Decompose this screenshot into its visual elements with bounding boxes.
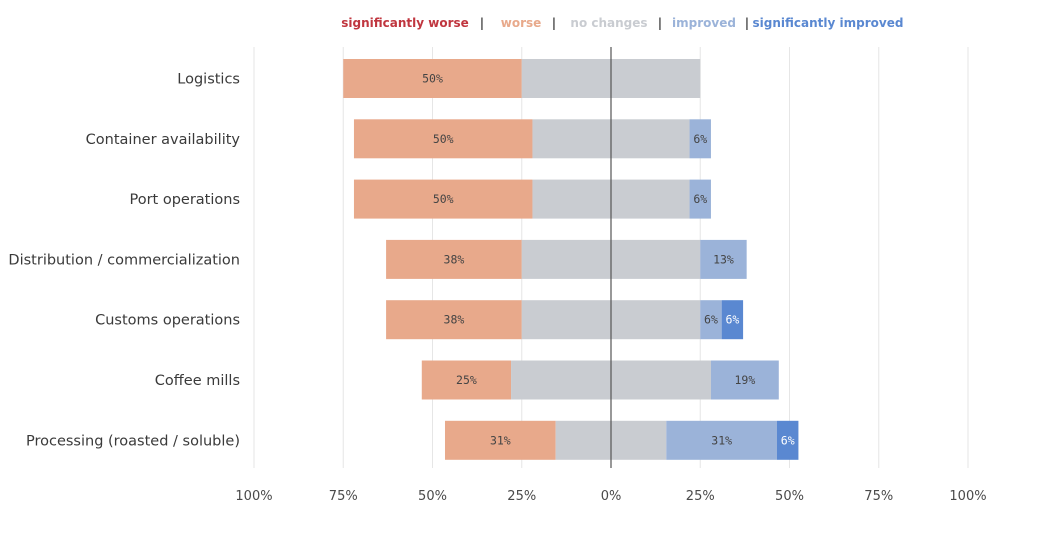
bar-segment-improved xyxy=(700,239,747,279)
x-tick-labels: 100% 75% 50% 25% 0% 25% 50% 75% 100% xyxy=(235,489,986,504)
legend-separator: | xyxy=(480,16,484,30)
data-label: 50% xyxy=(433,132,454,146)
bar-segment-improved xyxy=(710,360,779,400)
x-tick-label: 100% xyxy=(235,489,272,504)
bar-row: 50% 6% xyxy=(353,119,711,159)
legend-separator: | xyxy=(552,16,556,30)
bar-segment-worse xyxy=(386,300,522,340)
x-tick-label: 25% xyxy=(507,489,536,504)
legend-item-significantly-improved: significantly improved xyxy=(753,16,904,30)
data-label: 31% xyxy=(490,433,511,447)
data-label: 19% xyxy=(734,373,755,387)
data-label: 6% xyxy=(781,433,795,447)
category-label: Port operations xyxy=(129,192,240,208)
bar-segment-worse xyxy=(421,360,512,400)
category-label: Coffee mills xyxy=(155,373,240,389)
x-tick-label: 75% xyxy=(864,489,893,504)
legend-item-improved: improved xyxy=(672,16,736,30)
category-label: Distribution / commercialization xyxy=(8,252,240,268)
x-tick-label: 0% xyxy=(601,489,622,504)
category-label: Customs operations xyxy=(95,313,240,329)
chart-bars: 50% 50% 6% 50% 6% 38% 13% 38% 6% 6% 25% 19% 31% 31% 6% xyxy=(343,59,799,460)
legend-item-significantly-worse: significantly worse xyxy=(341,16,469,30)
data-label: 6% xyxy=(693,132,707,146)
data-label: 6% xyxy=(725,313,739,327)
bar-row: 25% 19% xyxy=(421,360,779,400)
category-label: Container availability xyxy=(86,132,241,148)
legend-separator: | xyxy=(658,16,662,30)
category-label: Logistics xyxy=(177,72,240,88)
data-label: 6% xyxy=(704,313,718,327)
legend-item-worse: worse xyxy=(501,16,542,30)
bar-row: 31% 31% 6% xyxy=(444,420,799,460)
x-tick-label: 100% xyxy=(949,489,986,504)
x-tick-label: 25% xyxy=(686,489,715,504)
bar-row: 38% 6% 6% xyxy=(386,300,744,340)
data-label: 38% xyxy=(444,313,465,327)
x-tick-label: 50% xyxy=(418,489,447,504)
bar-segment-improved xyxy=(689,179,711,219)
legend-separator: | xyxy=(745,16,749,30)
bar-segment-improved xyxy=(666,420,778,460)
bar-row: 50% 6% xyxy=(353,179,711,219)
x-tick-label: 75% xyxy=(329,489,358,504)
bar-segment-improved xyxy=(689,119,711,159)
bar-row: 38% 13% xyxy=(386,239,747,279)
data-label: 31% xyxy=(711,433,732,447)
data-label: 6% xyxy=(693,192,707,206)
data-label: 13% xyxy=(713,252,734,266)
bar-segment-worse xyxy=(343,59,522,98)
bar-segment-significantly-improved xyxy=(721,300,744,340)
data-label: 50% xyxy=(422,72,443,86)
bar-segment-worse xyxy=(444,420,556,460)
data-label: 25% xyxy=(456,373,477,387)
legend-item-no-changes: no changes xyxy=(570,16,647,30)
data-label: 50% xyxy=(433,192,454,206)
category-labels: Logistics Container availability Port oper… xyxy=(8,72,240,450)
data-label: 38% xyxy=(444,252,465,266)
chart-legend: significantly worse worse no changes improv… xyxy=(341,16,903,30)
bar-segment-significantly-improved xyxy=(777,420,799,460)
bar-row: 50% xyxy=(343,59,701,98)
category-label: Processing (roasted / soluble) xyxy=(26,433,240,449)
bar-segment-worse xyxy=(353,119,533,159)
bar-segment-improved xyxy=(700,300,722,340)
bar-segment-worse xyxy=(386,239,522,279)
bar-segment-worse xyxy=(353,179,533,219)
x-tick-label: 50% xyxy=(775,489,804,504)
